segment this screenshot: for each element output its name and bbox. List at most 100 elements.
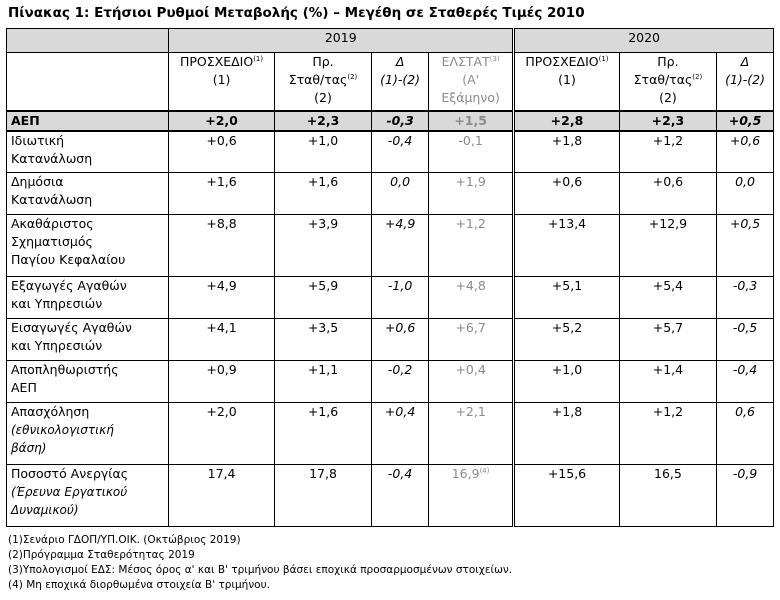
cell-stability-2020: +1,4 bbox=[618, 360, 718, 403]
cell-draft-2020: +1,8 bbox=[512, 402, 620, 465]
cell-elstat-2019: +4,8 bbox=[428, 276, 515, 319]
cell-draft-2019: +0,9 bbox=[168, 360, 275, 403]
col-header-stability-2019: Πρ. Σταθ/τας(2) (2) bbox=[273, 52, 373, 111]
cell-elstat-2019: +1,9 bbox=[428, 172, 515, 215]
cell-delta-2020: -0,5 bbox=[716, 318, 774, 361]
cell-draft-2020: +5,2 bbox=[512, 318, 620, 361]
cell-stability-2020: 16,5 bbox=[618, 464, 718, 527]
col-header-stability-2020: Πρ. Σταθ/τας(2) (2) bbox=[618, 52, 718, 111]
year-header-2020: 2020 bbox=[512, 28, 774, 53]
cell-delta-2020: 0,0 bbox=[716, 172, 774, 215]
cell-stability-2020: +1,2 bbox=[618, 130, 718, 173]
cell-delta-2020: -0,4 bbox=[716, 360, 774, 403]
cell-delta-2019: -0,2 bbox=[371, 360, 430, 403]
cell-delta-2020: +0,5 bbox=[716, 214, 774, 277]
table-row: Ποσοστό Ανεργίας (Έρευνα Εργατικού Δυναμικ… bbox=[5, 464, 774, 527]
cell-delta-2020: -0,3 bbox=[716, 276, 774, 319]
col-header-delta-2019: Δ (1)-(2) bbox=[371, 52, 430, 111]
footnote: (2)Πρόγραμμα Σταθερότητας 2019 bbox=[8, 549, 195, 561]
cell-delta-2019: -0,4 bbox=[371, 464, 430, 527]
cell-delta-2020: -0,9 bbox=[716, 464, 774, 527]
cell-draft-2020: +0,6 bbox=[512, 172, 620, 215]
row-label: Δημόσια Κατανάλωση bbox=[5, 172, 170, 215]
cell-delta-2019: -0,4 bbox=[371, 130, 430, 173]
cell-stability-2020: +5,7 bbox=[618, 318, 718, 361]
row-label: Απασχόληση (εθνικολογιστική βάση) bbox=[5, 402, 170, 465]
footnote: (1)Σενάριο ΓΔΟΠ/ΥΠ.ΟΙΚ. (Οκτώβριος 2019) bbox=[8, 534, 241, 546]
cell-elstat-2019: +2,1 bbox=[428, 402, 515, 465]
cell-delta-2020: 0,6 bbox=[716, 402, 774, 465]
cell-delta-2019: +0,4 bbox=[371, 402, 430, 465]
table-row: Ιδιωτική Κατανάλωση +0,6 +1,0 -0,4 -0,1 +1,8 +1… bbox=[5, 130, 774, 173]
cell-stability-2020: +5,4 bbox=[618, 276, 718, 319]
corner-cell bbox=[5, 28, 170, 53]
cell-stability-2020: +12,9 bbox=[618, 214, 718, 277]
cell-draft-2020: +1,0 bbox=[512, 360, 620, 403]
cell-elstat-2019: +6,7 bbox=[428, 318, 515, 361]
cell-elstat-2019: +1,2 bbox=[428, 214, 515, 277]
cell-stability-2019: +2,3 bbox=[273, 109, 373, 132]
header-blank bbox=[5, 52, 170, 111]
cell-stability-2019: +1,6 bbox=[273, 172, 373, 215]
year-header-2019: 2019 bbox=[168, 28, 515, 53]
table-row-aep: ΑΕΠ +2,0 +2,3 -0,3 +1,5 +2,8 +2,3 +0,5 bbox=[5, 109, 774, 132]
row-label: Εισαγωγές Αγαθών και Υπηρεσιών bbox=[5, 318, 170, 361]
col-header-delta-2020: Δ (1)-(2) bbox=[716, 52, 774, 111]
cell-draft-2020: +1,8 bbox=[512, 130, 620, 173]
cell-draft-2019: +4,1 bbox=[168, 318, 275, 361]
cell-delta-2020: +0,5 bbox=[716, 109, 774, 132]
cell-delta-2019: +0,6 bbox=[371, 318, 430, 361]
table-row: Απασχόληση (εθνικολογιστική βάση) +2,0 +1,6 +… bbox=[5, 402, 774, 465]
cell-draft-2020: +5,1 bbox=[512, 276, 620, 319]
table-row: Ακαθάριστος Σχηματισμός Παγίου Κεφαλαίου +8… bbox=[5, 214, 774, 277]
cell-stability-2019: +5,9 bbox=[273, 276, 373, 319]
cell-draft-2019: +4,9 bbox=[168, 276, 275, 319]
footnote: (3)Υπολογισμοί ΕΔΣ: Μέσος όρος α' και Β'… bbox=[8, 564, 513, 576]
cell-stability-2019: +1,6 bbox=[273, 402, 373, 465]
table-title: Πίνακας 1: Ετήσιοι Ρυθμοί Μεταβολής (%) … bbox=[8, 5, 585, 21]
row-label: ΑΕΠ bbox=[5, 109, 170, 132]
cell-draft-2019: +0,6 bbox=[168, 130, 275, 173]
table-row: Δημόσια Κατανάλωση +1,6 +1,6 0,0 +1,9 +0,6 +0,6… bbox=[5, 172, 774, 215]
cell-draft-2019: 17,4 bbox=[168, 464, 275, 527]
cell-stability-2019: +3,5 bbox=[273, 318, 373, 361]
cell-stability-2019: +1,0 bbox=[273, 130, 373, 173]
cell-draft-2019: +1,6 bbox=[168, 172, 275, 215]
cell-delta-2019: -1,0 bbox=[371, 276, 430, 319]
cell-stability-2020: +2,3 bbox=[618, 109, 718, 132]
cell-stability-2019: +1,1 bbox=[273, 360, 373, 403]
cell-elstat-2019: +0,4 bbox=[428, 360, 515, 403]
row-label: Αποπληθωριστής ΑΕΠ bbox=[5, 360, 170, 403]
growth-rates-table: 2019 2020 ΠΡΟΣΧΕΔΙΟ(1) (1) Πρ. Σταθ/τας(2)… bbox=[5, 28, 774, 527]
cell-stability-2020: +1,2 bbox=[618, 402, 718, 465]
col-header-draft-2020: ΠΡΟΣΧΕΔΙΟ(1) (1) bbox=[512, 52, 620, 111]
cell-draft-2019: +2,0 bbox=[168, 109, 275, 132]
col-header-elstat-2019: ΕΛΣΤΑΤ(3) (Α' Εξάμηνο) bbox=[428, 52, 515, 111]
cell-stability-2020: +0,6 bbox=[618, 172, 718, 215]
table-row: Αποπληθωριστής ΑΕΠ +0,9 +1,1 -0,2 +0,4 +1,0 +1,… bbox=[5, 360, 774, 403]
footnote: (4) Μη εποχικά διορθωμένα στοιχεία Β' τρ… bbox=[8, 579, 271, 591]
row-label: Ακαθάριστος Σχηματισμός Παγίου Κεφαλαίου bbox=[5, 214, 170, 277]
table-row: Εισαγωγές Αγαθών και Υπηρεσιών +4,1 +3,5 +0,… bbox=[5, 318, 774, 361]
cell-stability-2019: 17,8 bbox=[273, 464, 373, 527]
cell-draft-2020: +2,8 bbox=[512, 109, 620, 132]
cell-delta-2019: -0,3 bbox=[371, 109, 430, 132]
table-row: Εξαγωγές Αγαθών και Υπηρεσιών +4,9 +5,9 -1,0… bbox=[5, 276, 774, 319]
cell-delta-2020: +0,6 bbox=[716, 130, 774, 173]
cell-delta-2019: +4,9 bbox=[371, 214, 430, 277]
footnotes: (1)Σενάριο ΓΔΟΠ/ΥΠ.ΟΙΚ. (Οκτώβριος 2019)… bbox=[8, 533, 512, 593]
row-label: Ιδιωτική Κατανάλωση bbox=[5, 130, 170, 173]
cell-elstat-2019: 16,9(4) bbox=[428, 464, 515, 527]
cell-draft-2019: +2,0 bbox=[168, 402, 275, 465]
cell-stability-2019: +3,9 bbox=[273, 214, 373, 277]
cell-draft-2020: +13,4 bbox=[512, 214, 620, 277]
row-label: Ποσοστό Ανεργίας (Έρευνα Εργατικού Δυναμικ… bbox=[5, 464, 170, 527]
cell-delta-2019: 0,0 bbox=[371, 172, 430, 215]
cell-draft-2020: +15,6 bbox=[512, 464, 620, 527]
cell-draft-2019: +8,8 bbox=[168, 214, 275, 277]
row-label: Εξαγωγές Αγαθών και Υπηρεσιών bbox=[5, 276, 170, 319]
col-header-draft-2019: ΠΡΟΣΧΕΔΙΟ(1) (1) bbox=[168, 52, 275, 111]
cell-elstat-2019: +1,5 bbox=[428, 109, 515, 132]
cell-elstat-2019: -0,1 bbox=[428, 130, 515, 173]
